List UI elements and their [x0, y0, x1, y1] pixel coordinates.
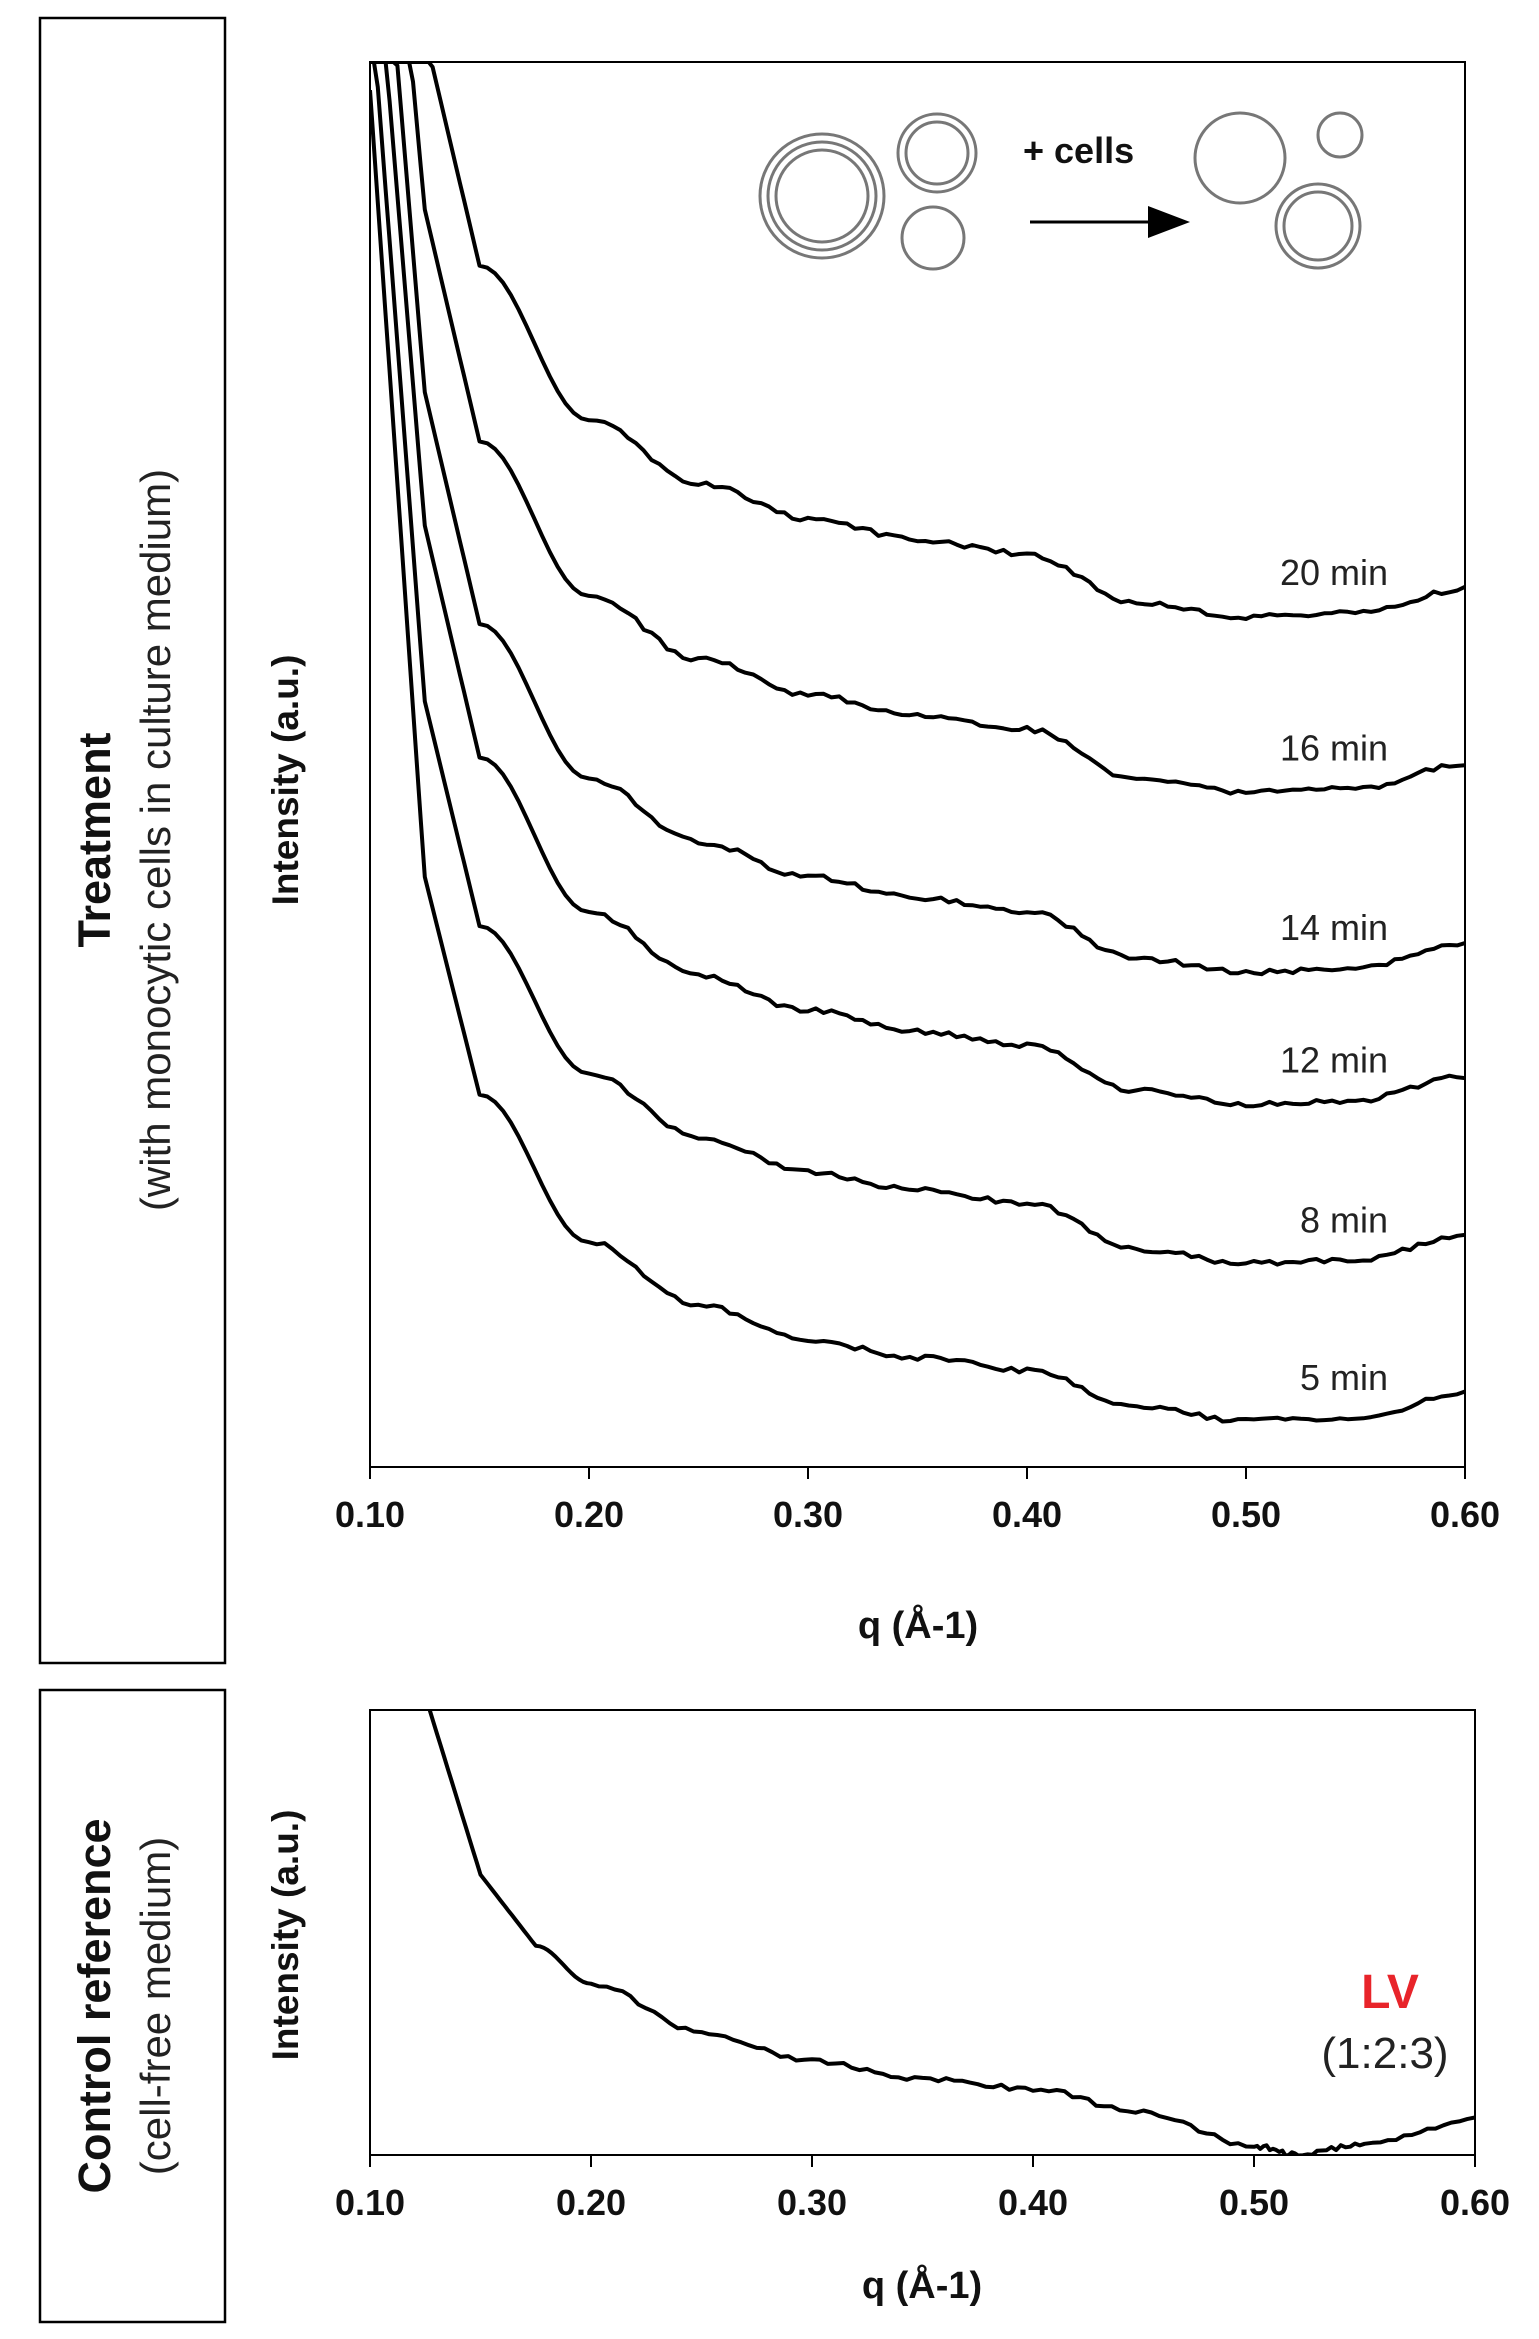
series-label: 20 min	[1280, 552, 1388, 593]
control-y-axis-label: Intensity (a.u.)	[265, 1810, 306, 2061]
treatment-x-axis-label: q (Å-1)	[858, 1603, 978, 1647]
treatment-x-tick-label: 0.40	[992, 1494, 1062, 1535]
control-x-axis-label: q (Å-1)	[862, 2263, 982, 2307]
series-label: 12 min	[1280, 1039, 1388, 1080]
treatment-side-title: Treatment	[69, 732, 120, 947]
vesicle-large-outer	[758, 132, 886, 260]
treatment-x-tick-label: 0.20	[554, 1494, 624, 1535]
control-side-subtitle: (cell-free medium)	[132, 1837, 179, 2175]
control-x-tick-label: 0.40	[998, 2182, 1068, 2223]
control-x-tick-label: 0.20	[556, 2182, 626, 2223]
treatment-x-tick-label: 0.60	[1430, 1494, 1500, 1535]
vesicle-after-tiny	[1316, 111, 1364, 159]
treatment-x-tick-label: 0.10	[335, 1494, 405, 1535]
control-side-box	[38, 1688, 227, 2324]
treatment-series-16-min	[370, 62, 1465, 796]
treatment-y-axis-label: Intensity (a.u.)	[265, 655, 306, 906]
series-label: 14 min	[1280, 907, 1388, 948]
treatment-chart: Intensity (a.u.) q (Å-1) 0.10 0.20 0.30 0.4…	[265, 61, 1500, 1647]
treatment-series-5-min	[370, 89, 1465, 1424]
treatment-series-14-min	[370, 62, 1465, 977]
vesicle-after-outer	[1274, 182, 1362, 270]
vesicle-small	[900, 205, 966, 271]
vesicle-large-inner	[774, 148, 870, 244]
series-label: 5 min	[1300, 1357, 1388, 1398]
control-plot-frame	[369, 1709, 1476, 2156]
inset-arrow-head	[1148, 206, 1190, 238]
treatment-side-box	[38, 16, 227, 1665]
control-chart: Intensity (a.u.) q (Å-1) 0.10 0.20 0.30 0.4…	[265, 1709, 1510, 2307]
vesicle-medium-outer	[896, 112, 978, 194]
vesicle-large-middle	[766, 140, 878, 252]
treatment-side-subtitle: (with monocytic cells in culture medium)	[132, 469, 179, 1211]
treatment-x-tick-label: 0.30	[773, 1494, 843, 1535]
lv-label: LV	[1361, 1966, 1419, 2019]
control-x-tick-label: 0.10	[335, 2182, 405, 2223]
series-label: 8 min	[1300, 1200, 1388, 1241]
control-x-tick-label: 0.50	[1219, 2182, 1289, 2223]
series-label: 16 min	[1280, 727, 1388, 768]
treatment-series-8-min	[370, 62, 1465, 1267]
treatment-plot-frame	[369, 61, 1466, 1468]
treatment-x-tick-label: 0.50	[1211, 1494, 1281, 1535]
treatment-series-20-min	[370, 62, 1465, 621]
control-x-tick-label: 0.30	[777, 2182, 847, 2223]
control-x-tick-label: 0.60	[1440, 2182, 1510, 2223]
vesicle-medium-inner	[904, 120, 970, 186]
vesicle-after-inner	[1282, 190, 1354, 262]
control-side-title: Control reference	[69, 1818, 120, 2193]
inset-plus-cells-label: + cells	[1023, 130, 1134, 171]
treatment-series-12-min	[370, 62, 1465, 1109]
vesicle-after-single	[1193, 111, 1287, 205]
lv-ratio-label: (1:2:3)	[1321, 2029, 1448, 2078]
vesicle-schematic: + cells	[758, 111, 1364, 271]
control-series-lv-1-2-3-	[427, 1710, 1475, 2155]
